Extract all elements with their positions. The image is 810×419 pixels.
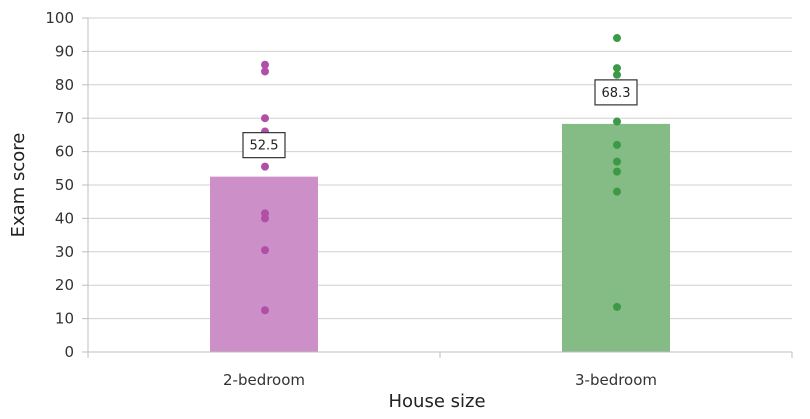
y-axis-title: Exam score: [8, 133, 29, 238]
value-label: 52.5: [250, 139, 279, 154]
data-point: [261, 162, 269, 171]
data-point: [613, 140, 621, 149]
y-tick-label: 50: [55, 176, 74, 194]
data-point: [261, 214, 269, 223]
data-point: [613, 167, 621, 176]
x-axis-title: House size: [388, 391, 485, 412]
y-tick-label: 0: [64, 343, 74, 361]
y-tick-label: 90: [55, 42, 74, 60]
x-tick-label: 3-bedroom: [575, 371, 657, 389]
data-point: [613, 157, 621, 166]
data-point: [613, 70, 621, 79]
y-tick-label: 10: [55, 310, 74, 328]
data-labels: 52.5 68.3: [242, 79, 638, 159]
data-point: [261, 114, 269, 123]
y-tick-label: 20: [55, 276, 74, 294]
y-tick-label: 100: [45, 9, 74, 27]
value-label: 68.3: [602, 86, 631, 101]
x-tick-label: 2-bedroom: [223, 371, 305, 389]
value-label-box: [594, 79, 638, 106]
y-tick-label: 70: [55, 109, 74, 127]
y-tick-label: 40: [55, 209, 74, 227]
bar-2-bedroom: [210, 176, 318, 352]
gridlines: [88, 17, 792, 320]
data-points: [261, 34, 621, 315]
data-point: [261, 246, 269, 255]
data-point: [261, 67, 269, 76]
bars: [210, 123, 670, 353]
data-point: [613, 64, 621, 73]
y-tick-label: 80: [55, 76, 74, 94]
y-tick-label: 30: [55, 243, 74, 261]
data-point: [261, 306, 269, 315]
data-point: [613, 117, 621, 126]
data-point: [613, 302, 621, 311]
y-tick-label: 60: [55, 143, 74, 161]
data-point: [613, 187, 621, 196]
data-point: [613, 34, 621, 43]
data-point: [261, 60, 269, 69]
axes: 0 10 20 30 40 50 60 70 80 90 100 2-bedroom 3-bedroom: [45, 9, 793, 389]
value-label-box: [242, 132, 286, 159]
